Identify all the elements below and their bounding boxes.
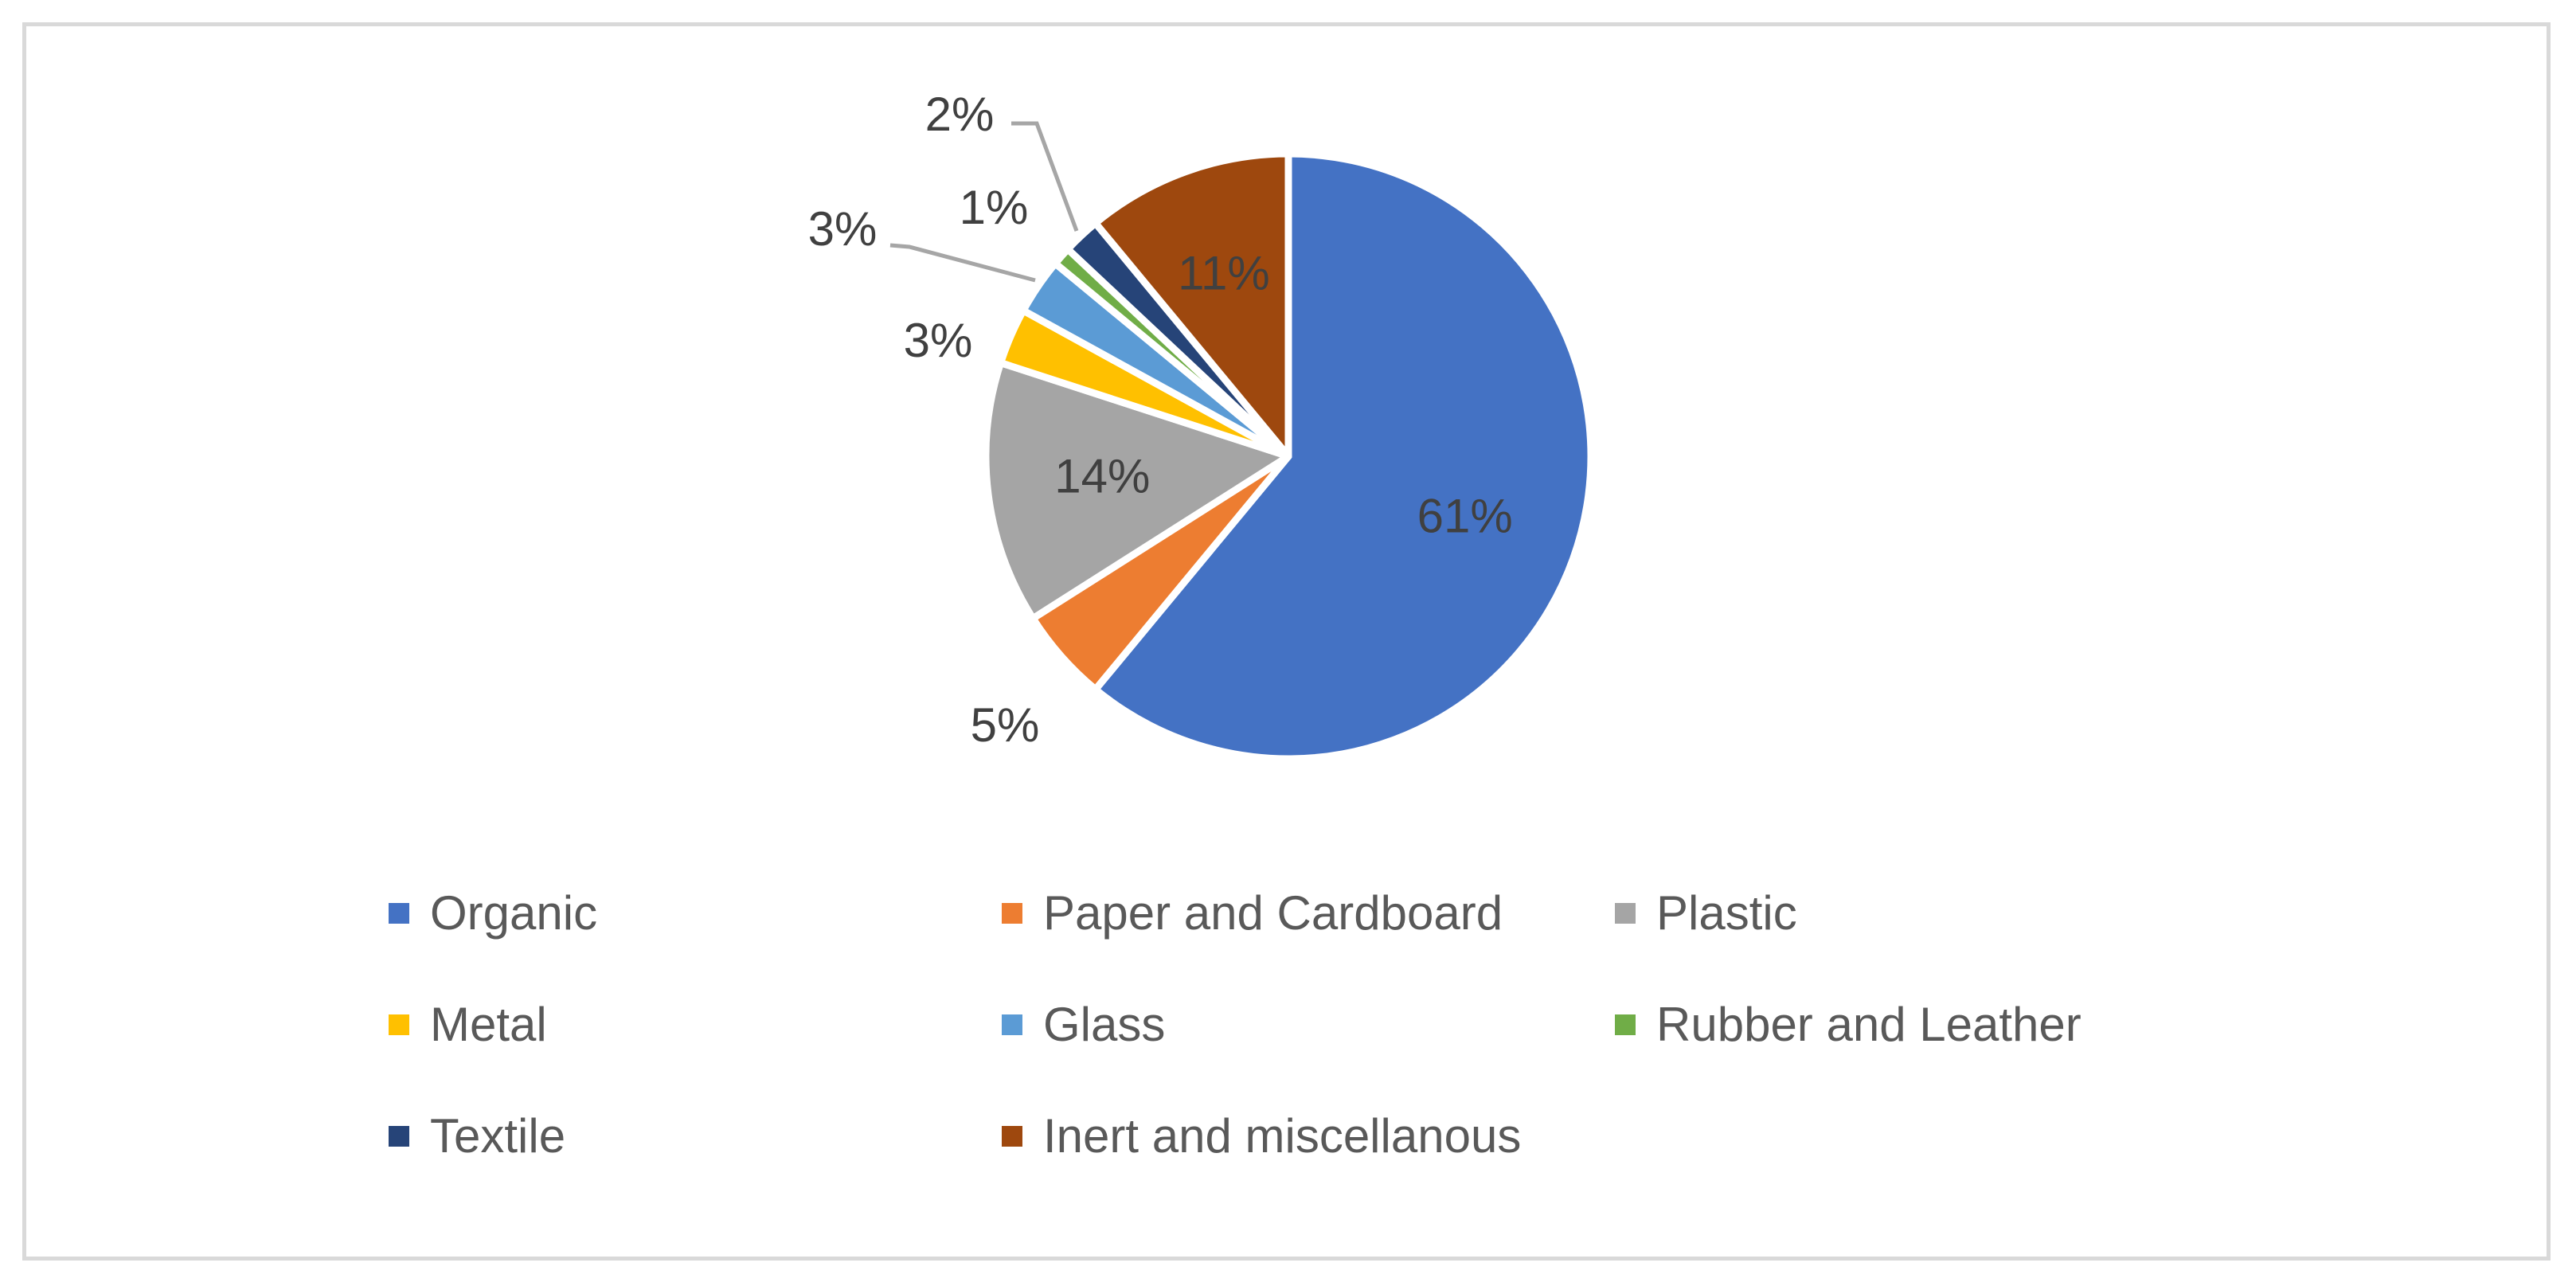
legend-swatch: [389, 903, 409, 924]
leader-lines: [889, 121, 1079, 283]
legend-swatch: [389, 1014, 409, 1035]
legend-label: Inert and miscellanous: [1043, 1109, 1522, 1163]
legend-swatch: [1002, 1126, 1022, 1147]
data-label-paper-and-cardboard: 5%: [971, 698, 1040, 752]
data-label-inert-and-miscellanous: 11%: [1178, 247, 1270, 300]
leader-line-glass: [889, 243, 1036, 283]
legend-label: Plastic: [1656, 886, 1797, 940]
legend-item-glass: Glass: [1002, 993, 1165, 1057]
legend-item-textile: Textile: [389, 1104, 565, 1168]
pie-slice-inert-and-miscellanous: [1092, 150, 1292, 460]
pie-slice-plastic: [982, 359, 1292, 623]
legend-swatch: [1002, 903, 1022, 924]
data-label-rubber-and-leather: 1%: [960, 181, 1029, 234]
data-labels: 61% 5% 14% 3% 3% 1% 2% 11%: [808, 88, 1513, 752]
legend-swatch: [389, 1126, 409, 1147]
pie-slices: [982, 150, 1595, 763]
legend-label: Textile: [430, 1109, 566, 1163]
legend-swatch: [1615, 1014, 1636, 1035]
legend-label: Glass: [1043, 998, 1166, 1051]
legend-label: Organic: [430, 886, 598, 940]
legend-label: Paper and Cardboard: [1043, 886, 1503, 940]
data-label-glass: 3%: [808, 202, 878, 256]
legend-label: Metal: [430, 998, 547, 1051]
data-label-textile: 2%: [925, 88, 995, 141]
legend-item-rubber-and-leather: Rubber and Leather: [1615, 993, 2082, 1057]
legend-item-plastic: Plastic: [1615, 881, 1797, 945]
data-label-plastic: 14%: [1054, 449, 1150, 502]
legend-item-organic: Organic: [389, 881, 597, 945]
legend-label: Rubber and Leather: [1656, 998, 2082, 1051]
data-label-organic: 61%: [1417, 490, 1513, 543]
data-label-metal: 3%: [904, 314, 973, 367]
legend-item-inert-and-miscellanous: Inert and miscellanous: [1002, 1104, 1521, 1168]
legend-item-paper-and-cardboard: Paper and Cardboard: [1002, 881, 1503, 945]
leader-line-textile: [1011, 121, 1079, 232]
legend-swatch: [1002, 1014, 1022, 1035]
legend-item-metal: Metal: [389, 993, 547, 1057]
pie-slice-organic: [1092, 150, 1595, 763]
legend-swatch: [1615, 903, 1636, 924]
